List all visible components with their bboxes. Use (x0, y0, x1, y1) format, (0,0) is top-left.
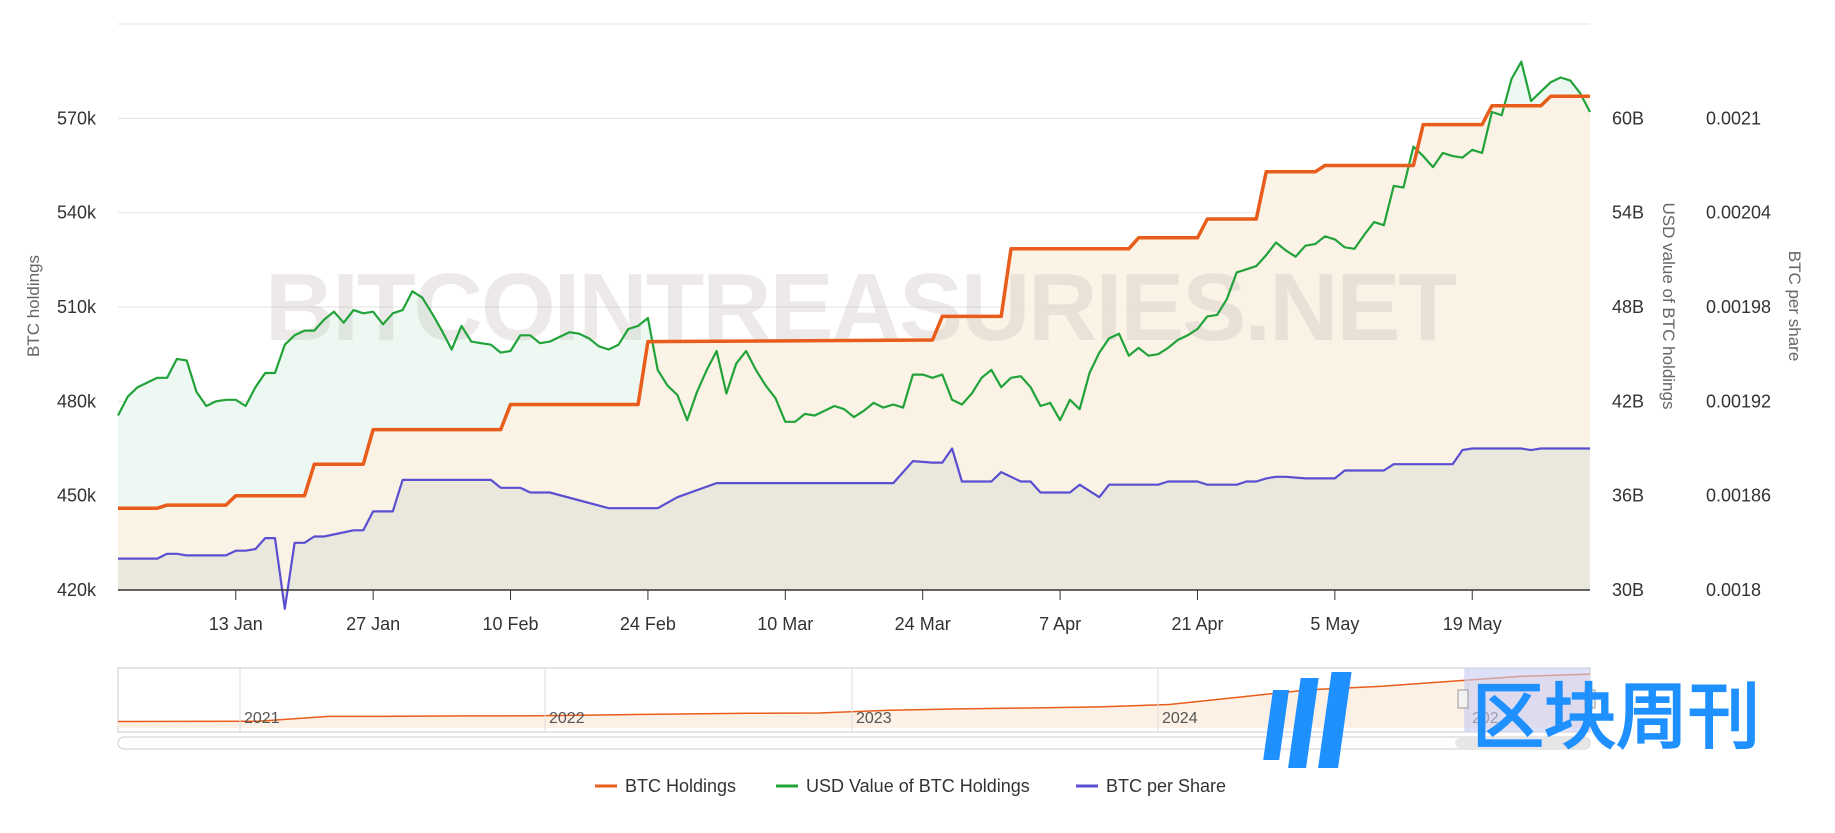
x-tick-label: 24 Mar (895, 614, 951, 634)
right-per-share-tick-label: 0.00204 (1706, 203, 1771, 223)
x-tick-label: 7 Apr (1039, 614, 1081, 634)
logo: 区块周刊 (1263, 672, 1760, 768)
right-per-share-tick-label: 0.0018 (1706, 580, 1761, 600)
x-tick-label: 19 May (1443, 614, 1502, 634)
right-per-share-axis-ticks: 0.0018 0.00186 0.00192 0.00198 0.00204 0.0021 (1706, 108, 1771, 600)
right-per-share-tick-label: 0.00186 (1706, 486, 1771, 506)
left-tick-label: 510k (57, 297, 97, 317)
left-tick-label: 420k (57, 580, 97, 600)
right-usd-tick-label: 36B (1612, 486, 1644, 506)
right-usd-axis-ticks: 30B 36B 42B 48B 54B 60B (1612, 108, 1644, 600)
navigator-left-handle[interactable] (1457, 689, 1469, 709)
x-tick-label: 13 Jan (209, 614, 263, 634)
right-per-share-axis-title: BTC per share (1785, 251, 1804, 362)
right-usd-tick-label: 60B (1612, 108, 1644, 128)
legend: BTC Holdings USD Value of BTC Holdings B… (595, 776, 1226, 796)
x-tick-label: 21 Apr (1171, 614, 1223, 634)
x-tick-label: 10 Mar (757, 614, 813, 634)
navigator-year-label: 2021 (244, 710, 280, 727)
logo-mark-icon (1263, 672, 1352, 768)
x-tick-label: 10 Feb (483, 614, 539, 634)
legend-label-usd-value: USD Value of BTC Holdings (806, 776, 1030, 796)
logo-text: 区块周刊 (1472, 678, 1760, 758)
navigator-right-handle[interactable] (1584, 689, 1596, 709)
legend-item-btc-per-share[interactable]: BTC per Share (1076, 776, 1226, 796)
right-usd-tick-label: 42B (1612, 391, 1644, 411)
x-tick-label: 5 May (1310, 614, 1359, 634)
navigator-year-label: 2022 (549, 710, 585, 727)
right-usd-tick-label: 54B (1612, 203, 1644, 223)
legend-label-btc-holdings: BTC Holdings (625, 776, 736, 796)
right-usd-tick-label: 30B (1612, 580, 1644, 600)
right-per-share-tick-label: 0.00198 (1706, 297, 1771, 317)
navigator[interactable]: 2021202220232024202 (117, 667, 1596, 750)
btc-per-share-line (118, 447, 1590, 610)
navigator-scrollbar-thumb[interactable] (1455, 738, 1589, 748)
btc-holdings-line (118, 94, 1590, 510)
left-tick-label: 570k (57, 108, 97, 128)
watermark-text: BITCOINTREASURIES.NET (265, 254, 1456, 361)
navigator-area (118, 674, 1590, 728)
x-tick-label: 24 Feb (620, 614, 676, 634)
right-per-share-tick-label: 0.0021 (1706, 108, 1761, 128)
left-axis-ticks: 420k 450k 480k 510k 540k 570k (57, 108, 97, 600)
legend-item-btc-holdings[interactable]: BTC Holdings (595, 776, 736, 796)
x-axis-ticks: 13 Jan 27 Jan 10 Feb 24 Feb 10 Mar 24 Mar 7 Ap… (209, 590, 1502, 634)
left-tick-label: 540k (57, 203, 97, 223)
navigator-selection[interactable] (1464, 668, 1590, 732)
right-usd-axis-title: USD value of BTC holdings (1659, 203, 1678, 410)
right-usd-tick-label: 48B (1612, 297, 1644, 317)
left-axis-title: BTC holdings (24, 255, 43, 357)
left-tick-label: 450k (57, 486, 97, 506)
legend-label-btc-per-share: BTC per Share (1106, 776, 1226, 796)
navigator-year-label: 2023 (856, 710, 892, 727)
series-lines (117, 60, 1591, 610)
legend-item-usd-value[interactable]: USD Value of BTC Holdings (776, 776, 1030, 796)
left-tick-label: 480k (57, 391, 97, 411)
btc-per-share-area (118, 448, 1590, 609)
usd-value-line (117, 60, 1591, 423)
right-per-share-tick-label: 0.00192 (1706, 391, 1771, 411)
x-tick-label: 27 Jan (346, 614, 400, 634)
navigator-scrollbar[interactable] (117, 736, 1591, 750)
navigator-year-label: 2024 (1162, 710, 1198, 727)
